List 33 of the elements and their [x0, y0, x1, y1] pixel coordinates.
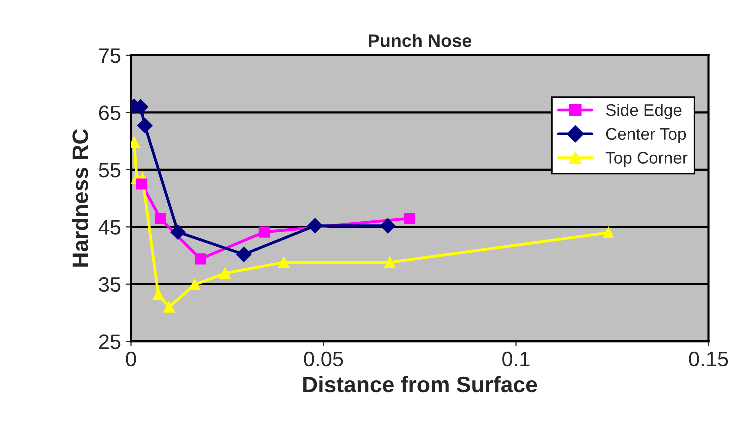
- x-tick-label: 0.15: [689, 352, 728, 367]
- chart-title: Punch Nose: [369, 34, 472, 48]
- point: [194, 254, 206, 265]
- point: [603, 227, 614, 238]
- y-tick-label: 45: [98, 220, 121, 235]
- x-tick-label: 0: [126, 352, 136, 367]
- point: [380, 218, 396, 234]
- x-axis-title: Distance from Surface: [304, 376, 538, 393]
- y-tick-label: 35: [99, 277, 121, 292]
- point: [189, 279, 200, 291]
- legend-label: Center Top: [606, 128, 686, 144]
- legend-label: Side Edge: [606, 104, 682, 120]
- point: [154, 213, 166, 224]
- point: [138, 118, 153, 134]
- point: [258, 226, 270, 238]
- point: [136, 178, 148, 190]
- point: [308, 218, 323, 234]
- y-tick-label: 65: [99, 106, 121, 120]
- point: [384, 257, 396, 268]
- x-tick-label: 0.05: [304, 352, 344, 367]
- point: [170, 224, 186, 240]
- point: [278, 257, 290, 268]
- point: [164, 302, 175, 313]
- y-axis-title: Hardness RC: [72, 129, 88, 267]
- y-tick-label: 25: [99, 334, 121, 350]
- point: [153, 289, 164, 300]
- point: [236, 247, 252, 262]
- legend-label: Top Corner: [606, 152, 688, 168]
- point: [220, 268, 231, 280]
- point: [404, 213, 416, 224]
- y-tick-label: 55: [99, 163, 121, 178]
- x-tick-label: 0.1: [502, 352, 530, 367]
- y-tick-label: 75: [99, 48, 121, 64]
